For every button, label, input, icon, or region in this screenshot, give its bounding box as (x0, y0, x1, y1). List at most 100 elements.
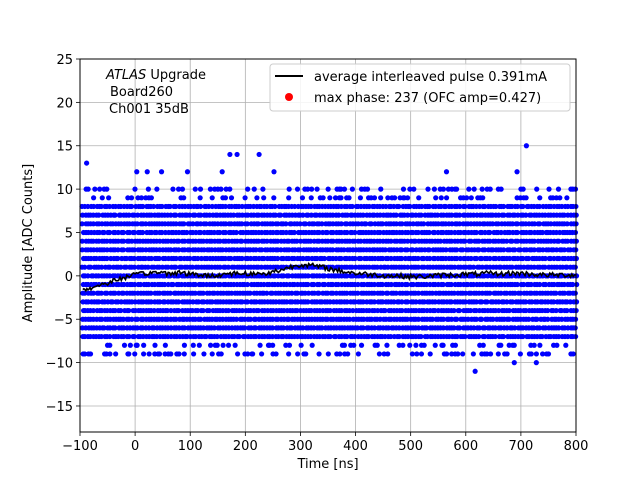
sample-point (501, 212, 507, 218)
sample-point (404, 247, 410, 253)
sample-point (176, 307, 182, 314)
sample-point (414, 351, 420, 357)
sample-point (101, 229, 107, 236)
sample-point (90, 307, 97, 314)
sample-point (222, 203, 229, 210)
sample-point (427, 255, 433, 262)
sample-point (349, 186, 356, 192)
sample-point (225, 307, 232, 314)
sample-point (99, 195, 105, 201)
sample-point (514, 238, 521, 244)
sample-point (421, 221, 427, 227)
sample-point (432, 299, 438, 305)
sample-point (429, 316, 435, 322)
sample-point (561, 290, 568, 296)
sample-point (564, 221, 570, 227)
sample-point (531, 221, 538, 227)
sample-point (218, 186, 224, 192)
sample-point (344, 333, 350, 340)
sample-point (460, 247, 466, 253)
sample-point (336, 212, 342, 218)
sample-point (520, 255, 526, 262)
sample-point (106, 195, 112, 201)
sample-point (206, 307, 212, 314)
annotation-atlas: ATLAS (105, 68, 146, 83)
sample-point (146, 351, 152, 357)
sample-point (255, 307, 262, 314)
sample-point (509, 264, 515, 270)
sample-point (388, 281, 394, 288)
sample-point (125, 195, 131, 201)
sample-point (115, 229, 121, 236)
sample-point (198, 212, 204, 218)
sample-point (220, 342, 226, 348)
sample-point (382, 307, 388, 314)
sample-point (473, 316, 479, 322)
sample-point (415, 325, 422, 331)
sample-point (523, 299, 529, 305)
sample-point (176, 351, 182, 357)
sample-point (321, 255, 328, 262)
sample-point (399, 307, 405, 314)
sample-point (533, 351, 539, 357)
sample-point (131, 255, 137, 262)
sample-point (141, 342, 147, 348)
sample-point (344, 290, 350, 296)
sample-point (118, 264, 124, 270)
sample-point (396, 342, 402, 348)
sample-point (156, 290, 163, 296)
sample-point (572, 186, 579, 192)
sample-point (379, 281, 385, 288)
sample-point (112, 325, 118, 331)
sample-point (272, 212, 279, 218)
sample-point (322, 281, 328, 288)
sample-point (478, 316, 485, 322)
sample-point (184, 229, 190, 236)
sample-point (79, 221, 85, 227)
sample-point (451, 290, 457, 296)
sample-point (440, 281, 446, 288)
sample-point (228, 195, 235, 201)
sample-point (309, 186, 315, 192)
sample-point (536, 325, 543, 331)
sample-point (132, 186, 138, 192)
sample-point (545, 307, 551, 314)
sample-point (79, 238, 85, 244)
sample-point (107, 264, 113, 270)
sample-point (239, 307, 246, 314)
sample-point (411, 186, 417, 192)
sample-point (426, 203, 432, 210)
sample-point (368, 221, 374, 227)
sample-point (120, 229, 127, 236)
sample-point-outlier (256, 151, 262, 158)
sample-point (107, 333, 113, 340)
sample-point (468, 195, 474, 201)
sample-point (98, 290, 105, 296)
sample-point (462, 333, 468, 340)
sample-point (376, 351, 382, 357)
sample-point (200, 290, 206, 296)
sample-point (360, 325, 366, 331)
sample-point (570, 351, 576, 357)
sample-point (291, 229, 297, 236)
sample-point (278, 247, 284, 253)
sample-point (294, 186, 301, 192)
sample-point (421, 342, 427, 348)
svg-text:ATLAS Upgrade: ATLAS Upgrade (105, 68, 206, 83)
sample-point (214, 342, 220, 348)
sample-point (431, 186, 437, 192)
sample-point (131, 229, 138, 236)
sample-point (542, 264, 548, 270)
sample-point (388, 238, 394, 244)
sample-point (509, 238, 515, 244)
sample-point-outlier (271, 169, 277, 175)
sample-point (495, 351, 501, 357)
sample-point (121, 342, 128, 348)
y-tick-label: 25 (56, 53, 73, 68)
sample-point (271, 195, 277, 201)
sample-point (534, 186, 540, 192)
sample-point (523, 195, 529, 201)
sample-point (321, 273, 328, 279)
sample-point (324, 229, 330, 236)
sample-point (564, 238, 571, 244)
